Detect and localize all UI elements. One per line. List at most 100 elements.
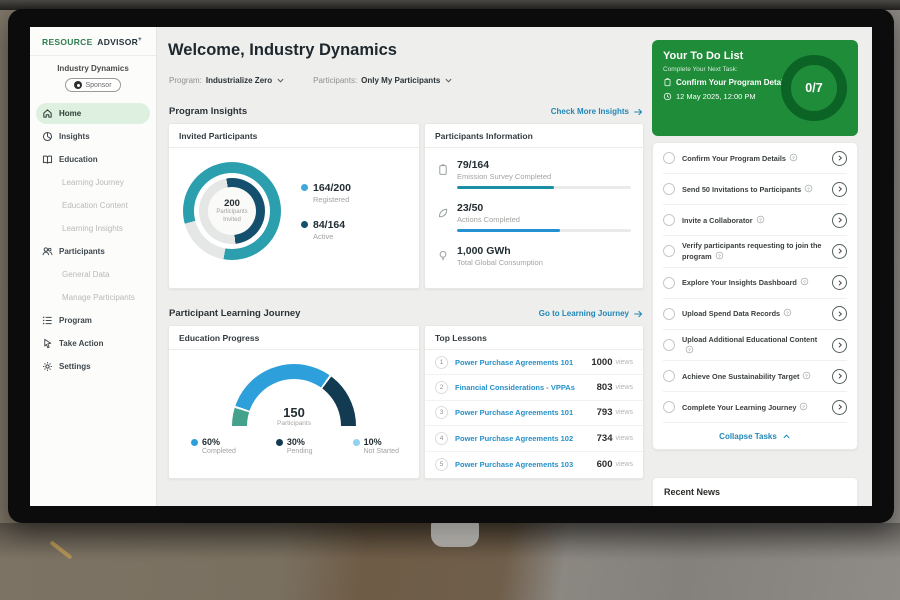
donut-center-value: 200 (224, 198, 240, 209)
sidebar-item-label: Education (59, 155, 98, 164)
sidebar-item-general-data[interactable]: General Data (36, 265, 150, 284)
stat-progress-fill (457, 186, 555, 189)
task-label: Send 50 Invitations to Participants? (682, 184, 832, 195)
filter-program[interactable]: Program: Industrialize Zero (169, 76, 285, 85)
svg-text:?: ? (792, 155, 795, 161)
sidebar-item-learning-journey[interactable]: Learning Journey (36, 173, 150, 192)
info-icon[interactable]: ? (799, 402, 808, 411)
task-checkbox[interactable] (663, 245, 675, 258)
sidebar-item-education[interactable]: Education (36, 149, 150, 170)
task-send-50-invitations-to-participants[interactable]: Send 50 Invitations to Participants? (663, 174, 847, 205)
task-upload-spend-data-records[interactable]: Upload Spend Data Records? (663, 299, 847, 330)
sponsor-icon (74, 81, 83, 89)
go-to-learning-journey-link[interactable]: Go to Learning Journey (539, 309, 643, 319)
todo-task-list: Confirm Your Program Details? Send 50 Inv… (663, 143, 847, 424)
lesson-title-link[interactable]: Power Purchase Agreements 101 (455, 357, 574, 367)
info-icon[interactable]: ? (685, 345, 694, 354)
task-open-button[interactable] (832, 275, 847, 291)
collapse-tasks-link[interactable]: Collapse Tasks (663, 423, 847, 449)
gauge-legend-item-completed: 60% Completed (191, 437, 236, 455)
info-icon[interactable]: ? (756, 215, 765, 224)
main-content: Welcome, Industry Dynamics Program: Indus… (157, 27, 652, 506)
lesson-row[interactable]: 3 Power Purchase Agreements 101 793 views (425, 401, 643, 427)
legend-value: 164/200 (313, 181, 351, 194)
task-checkbox[interactable] (663, 183, 675, 195)
sidebar-item-education-content[interactable]: Education Content (36, 196, 150, 215)
todo-progress-value: 0/7 (805, 81, 823, 95)
stat-progress-bar (457, 186, 631, 189)
chevron-right-icon (836, 247, 844, 255)
sidebar-item-learning-insights[interactable]: Learning Insights (36, 219, 150, 238)
info-icon[interactable]: ? (800, 277, 809, 286)
chevron-right-icon (836, 279, 844, 287)
task-open-button[interactable] (832, 337, 847, 353)
task-open-button[interactable] (832, 243, 847, 259)
task-label: Explore Your Insights Dashboard? (682, 277, 832, 288)
lesson-row[interactable]: 1 Power Purchase Agreements 101 1000 views (425, 350, 643, 376)
task-upload-additional-educational-content[interactable]: Upload Additional Educational Content? (663, 330, 847, 362)
legend-dot (275, 438, 283, 446)
task-open-button[interactable] (832, 150, 847, 166)
check-more-insights-link[interactable]: Check More Insights (551, 107, 643, 117)
task-checkbox[interactable] (663, 370, 675, 383)
info-icon[interactable]: ? (783, 308, 792, 317)
filter-label: Participants: (313, 76, 358, 85)
lesson-row[interactable]: 4 Power Purchase Agreements 102 734 views (425, 426, 643, 452)
task-checkbox[interactable] (663, 401, 675, 414)
task-invite-a-collaborator[interactable]: Invite a Collaborator? (663, 205, 847, 236)
lesson-title-link[interactable]: Financial Considerations - VPPAs (455, 383, 575, 393)
sidebar-item-take-action[interactable]: Take Action (36, 333, 150, 354)
info-icon[interactable]: ? (789, 153, 798, 162)
task-achieve-one-sustainability-target[interactable]: Achieve One Sustainability Target? (663, 361, 847, 393)
info-icon[interactable]: ? (802, 371, 811, 380)
app-logo[interactable]: RESOURCE ADVISOR+ (30, 27, 156, 56)
task-confirm-your-program-details[interactable]: Confirm Your Program Details? (663, 143, 847, 174)
sidebar-item-manage-participants[interactable]: Manage Participants (36, 288, 150, 307)
donut-legend-item-registered: 164/200 Registered (301, 182, 351, 204)
task-checkbox[interactable] (663, 339, 675, 352)
task-checkbox[interactable] (663, 307, 675, 320)
sponsor-badge[interactable]: Sponsor (65, 78, 121, 92)
gauge-legend-top: 10% (352, 437, 399, 447)
sidebar-item-label: Learning Journey (62, 178, 124, 187)
lesson-views: 1000 (591, 356, 613, 368)
task-open-button[interactable] (832, 306, 847, 322)
lesson-row[interactable]: 5 Power Purchase Agreements 103 600 views (425, 452, 643, 477)
task-open-button[interactable] (832, 181, 847, 197)
sidebar-item-home[interactable]: Home (36, 103, 150, 124)
filter-participants[interactable]: Participants: Only My Participants (313, 76, 453, 85)
lesson-rank: 1 (435, 355, 448, 369)
task-open-button[interactable] (832, 368, 847, 384)
info-icon[interactable]: ? (715, 251, 724, 260)
svg-text:?: ? (759, 217, 762, 223)
task-explore-your-insights-dashboard[interactable]: Explore Your Insights Dashboard? (663, 268, 847, 299)
lesson-title-link[interactable]: Power Purchase Agreements 101 (455, 408, 574, 418)
task-open-button[interactable] (832, 399, 847, 415)
clipboard-icon (663, 78, 672, 87)
invited-participants-title: Invited Participants (169, 124, 419, 148)
legend-percent: 10% (363, 437, 382, 447)
sidebar-item-participants[interactable]: Participants (36, 241, 150, 262)
top-lessons-title: Top Lessons (425, 326, 643, 350)
stat-progress-fill (457, 229, 560, 232)
task-checkbox[interactable] (663, 152, 675, 164)
task-checkbox[interactable] (663, 276, 675, 289)
recent-news-title: Recent News (664, 487, 721, 497)
info-icon[interactable]: ? (804, 184, 813, 193)
monitor-bezel: RESOURCE ADVISOR+ Industry Dynamics Spon… (8, 9, 894, 523)
task-verify-participants-requesting-to-join-the-program[interactable]: Verify participants requesting to join t… (663, 236, 847, 268)
task-open-button[interactable] (832, 212, 847, 228)
sidebar-item-program[interactable]: Program (36, 310, 150, 331)
chevron-down-icon (276, 76, 285, 85)
recent-news-card: Recent News (652, 477, 858, 506)
lesson-title-link[interactable]: Power Purchase Agreements 102 (455, 433, 574, 443)
sidebar-item-settings[interactable]: Settings (36, 356, 150, 377)
task-checkbox[interactable] (663, 214, 675, 226)
lesson-row[interactable]: 2 Financial Considerations - VPPAs 803 view… (425, 375, 643, 401)
legend-percent: 60% (202, 437, 221, 447)
lesson-title-link[interactable]: Power Purchase Agreements 103 (455, 459, 574, 469)
todo-summary-card: Your To Do List Complete Your Next Task:… (652, 40, 858, 136)
sidebar-item-label: Learning Insights (62, 224, 123, 233)
sidebar-item-insights[interactable]: Insights (36, 126, 150, 147)
task-complete-your-learning-journey[interactable]: Complete Your Learning Journey? (663, 392, 847, 424)
